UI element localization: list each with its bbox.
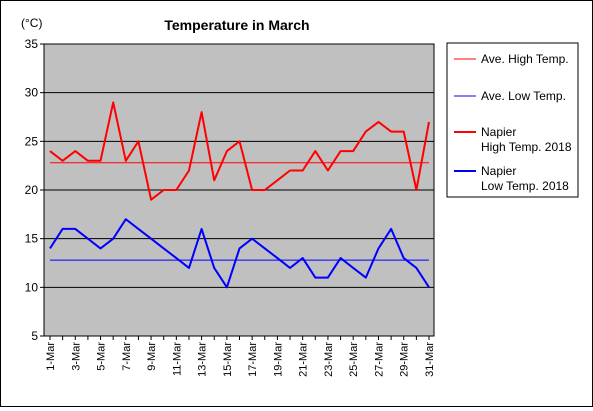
- x-tick-label: 5-Mar: [96, 342, 108, 371]
- legend-label-3-line-1: Low Temp. 2018: [481, 179, 569, 193]
- x-tick-label: 9-Mar: [146, 342, 158, 371]
- legend-label-0: Ave. High Temp.: [481, 52, 569, 66]
- legend-label-3-line-0: Napier: [481, 164, 516, 178]
- y-tick-label: 30: [25, 86, 39, 100]
- chart-title: Temperature in March: [164, 17, 309, 33]
- x-tick-label: 13-Mar: [197, 342, 209, 377]
- x-tick-label: 23-Mar: [323, 342, 335, 377]
- unit-label: (°C): [21, 16, 42, 30]
- legend-label-2-line-1: High Temp. 2018: [481, 140, 572, 154]
- y-tick-label: 5: [31, 329, 38, 343]
- x-tick-label: 31-Mar: [424, 342, 436, 377]
- series-line-3: [49, 218, 430, 289]
- x-tick-label: 3-Mar: [70, 342, 82, 371]
- x-tick-label: 15-Mar: [222, 342, 234, 377]
- legend-label-2-line-0: Napier: [481, 125, 516, 139]
- x-tick-label: 17-Mar: [247, 342, 259, 377]
- y-tick-label: 35: [25, 37, 39, 51]
- x-tick-label: 19-Mar: [272, 342, 284, 377]
- y-tick-label: 25: [25, 134, 39, 148]
- x-tick-label: 7-Mar: [121, 342, 133, 371]
- legend-label-1: Ave. Low Temp.: [481, 89, 566, 103]
- x-tick-label: 21-Mar: [298, 342, 310, 377]
- x-tick-label: 1-Mar: [45, 342, 57, 371]
- x-tick-label: 29-Mar: [399, 342, 411, 377]
- x-tick-label: 27-Mar: [373, 342, 385, 377]
- series-line-2: [49, 101, 430, 201]
- y-tick-label: 15: [25, 232, 39, 246]
- x-tick-label: 11-Mar: [171, 342, 183, 376]
- x-tick-label: 25-Mar: [348, 342, 360, 377]
- y-tick-label: 10: [25, 280, 39, 294]
- y-tick-label: 20: [25, 183, 39, 197]
